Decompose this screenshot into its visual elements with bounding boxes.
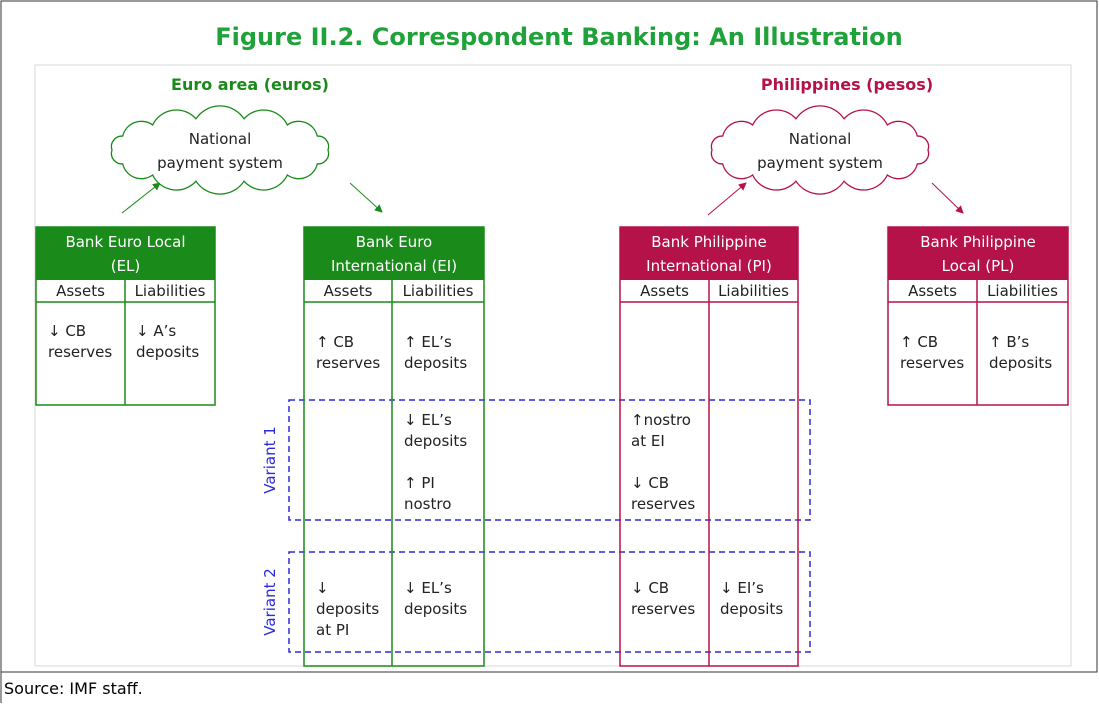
variant-box <box>288 399 811 521</box>
bank-name: Bank Euro <box>356 233 432 251</box>
entry: ↓ EL’s <box>404 411 452 429</box>
cloud-label: payment system <box>757 154 883 172</box>
entry: ↓ CB <box>631 579 669 597</box>
cloud <box>110 105 330 195</box>
entry: deposits <box>404 354 467 372</box>
entry: deposits <box>316 600 379 618</box>
column-header: Liabilities <box>135 282 206 300</box>
cloud <box>710 105 930 195</box>
column-header: Liabilities <box>403 282 474 300</box>
entry: nostro <box>404 495 451 513</box>
bank-name: Bank Philippine <box>920 233 1035 251</box>
bank-name: Bank Philippine <box>651 233 766 251</box>
arrow <box>349 182 383 213</box>
inner-frame <box>34 64 1072 667</box>
arrow <box>931 182 964 214</box>
variant-box <box>288 551 811 653</box>
cloud-label: National <box>789 130 852 148</box>
bank-name: International (PI) <box>646 257 772 275</box>
column-header: Liabilities <box>718 282 789 300</box>
region-label: Euro area (euros) <box>171 75 329 94</box>
region-label: Philippines (pesos) <box>761 75 933 94</box>
entry: reserves <box>631 600 695 618</box>
column-header: Assets <box>56 282 105 300</box>
bank-header <box>304 227 484 280</box>
column-header: Assets <box>324 282 373 300</box>
bank-name: Local (PL) <box>942 257 1015 275</box>
entry: ↑ EL’s <box>404 333 452 351</box>
cloud-label: National <box>189 130 252 148</box>
entry: reserves <box>900 354 964 372</box>
outer-frame <box>0 0 1098 673</box>
entry: at PI <box>316 621 349 639</box>
entry: ↓ EL’s <box>404 579 452 597</box>
entry: ↓ EI’s <box>720 579 764 597</box>
bank-header <box>888 227 1068 280</box>
entry: ↑ PI <box>404 474 435 492</box>
bank-name: (EL) <box>111 257 141 275</box>
source: Source: IMF staff. <box>4 679 143 698</box>
entry: ↑ CB <box>316 333 354 351</box>
bank-header <box>620 227 798 280</box>
entry: deposits <box>720 600 783 618</box>
arrow <box>121 182 161 214</box>
entry: ↓ A’s <box>136 322 176 340</box>
bank-name: International (EI) <box>331 257 457 275</box>
entry: deposits <box>404 432 467 450</box>
entry: ↑ B’s <box>989 333 1029 351</box>
column-header: Assets <box>640 282 689 300</box>
column-header: Assets <box>908 282 957 300</box>
variant-label: Variant 2 <box>261 568 279 636</box>
column-header: Liabilities <box>987 282 1058 300</box>
bank-box <box>887 226 1069 406</box>
entry: at EI <box>631 432 665 450</box>
entry: reserves <box>631 495 695 513</box>
bank-header <box>36 227 215 280</box>
entry: ↑nostro <box>631 411 691 429</box>
variant-label: Variant 1 <box>261 426 279 494</box>
entry: ↓ CB <box>631 474 669 492</box>
entry: ↓ CB <box>48 322 86 340</box>
cloud-label: payment system <box>157 154 283 172</box>
entry: deposits <box>404 600 467 618</box>
bank-box <box>303 226 485 667</box>
entry: deposits <box>136 343 199 361</box>
entry: deposits <box>989 354 1052 372</box>
entry: ↓ <box>316 579 329 597</box>
entry: ↑ CB <box>900 333 938 351</box>
entry: reserves <box>48 343 112 361</box>
entry: reserves <box>316 354 380 372</box>
arrow <box>707 182 747 216</box>
title: Figure II.2. Correspondent Banking: An I… <box>215 23 903 51</box>
bank-name: Bank Euro Local <box>65 233 185 251</box>
